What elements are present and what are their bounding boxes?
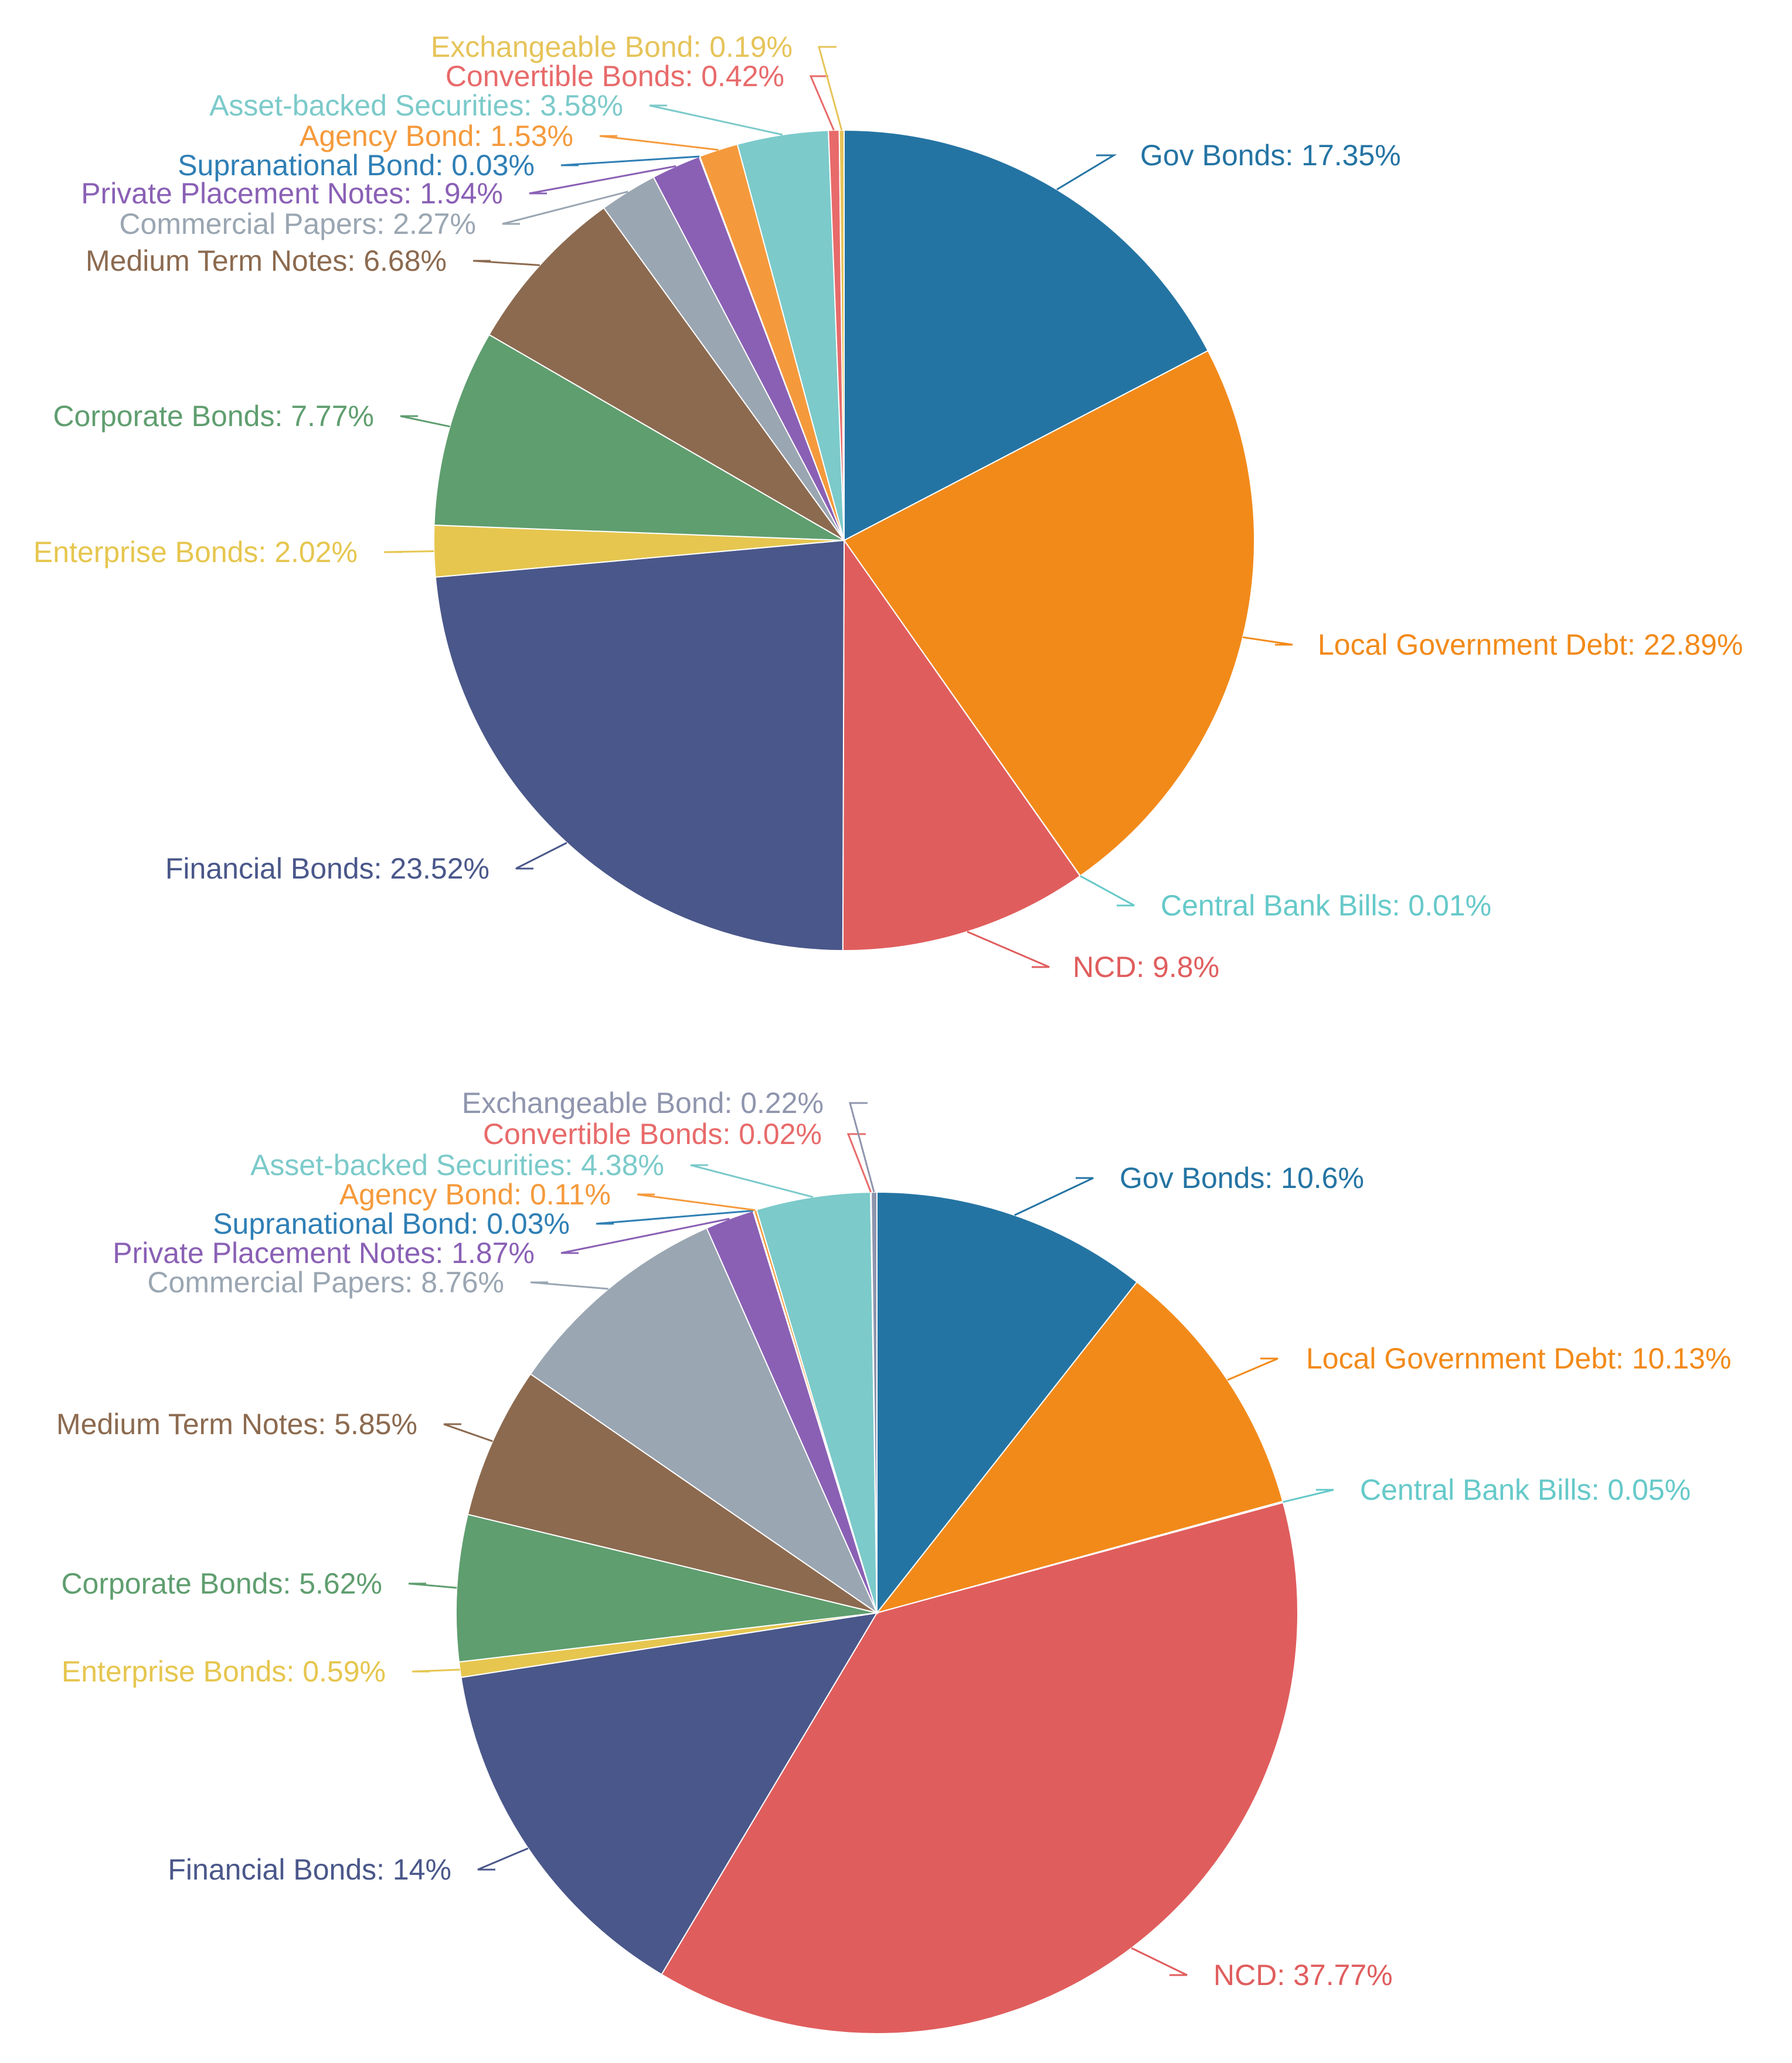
slice-label-enterprise-bonds: Enterprise Bonds: 0.59% (62, 1655, 386, 1688)
slice-label-exchangeable-bond: Exchangeable Bond: 0.19% (431, 30, 793, 63)
leader-line-financial-bonds (515, 842, 567, 870)
leader-line-exchangeable-bond (818, 46, 843, 131)
pie-chart-1: Gov Bonds: 17.35% Local Government Debt: … (33, 30, 1743, 983)
slice-label-exchangeable-bond: Exchangeable Bond: 0.22% (462, 1087, 824, 1119)
pie-slice-ncd (661, 1502, 1298, 2034)
slice-label-commercial-papers: Commercial Papers: 2.27% (119, 207, 476, 240)
slice-label-central-bank-bills: Central Bank Bills: 0.01% (1161, 889, 1491, 922)
leader-line-central-bank-bills (1283, 1489, 1334, 1503)
slice-label-supranational-bond: Supranational Bond: 0.03% (213, 1207, 570, 1240)
slice-label-convertible-bonds: Convertible Bonds: 0.42% (446, 60, 784, 93)
leader-line-commercial-papers (502, 190, 628, 225)
leader-line-corporate-bonds (408, 1582, 457, 1589)
slice-label-private-placement-notes: Private Placement Notes: 1.87% (113, 1237, 535, 1269)
slice-label-commercial-papers: Commercial Papers: 8.76% (147, 1266, 504, 1299)
slice-label-medium-term-notes: Medium Term Notes: 5.85% (56, 1408, 417, 1441)
slice-label-ncd: NCD: 9.8% (1073, 951, 1219, 983)
slice-label-financial-bonds: Financial Bonds: 14% (168, 1853, 451, 1886)
leader-line-gov-bonds (1014, 1177, 1094, 1216)
pie-slice-financial-bonds (460, 1612, 878, 1976)
leader-line-exchangeable-bond (849, 1102, 875, 1193)
slice-label-supranational-bond: Supranational Bond: 0.03% (178, 149, 535, 182)
leader-line-private-placement-notes (529, 165, 676, 195)
slice-label-financial-bonds: Financial Bonds: 23.52% (165, 852, 489, 885)
pie-slice-medium-term-notes (467, 1373, 878, 1613)
pie-slice-financial-bonds (434, 539, 845, 952)
leader-line-local-government-debt (1227, 1357, 1278, 1381)
slice-label-enterprise-bonds: Enterprise Bonds: 2.02% (33, 536, 358, 568)
leader-line-gov-bonds (1056, 154, 1117, 190)
leader-line-supranational-bond (596, 1210, 754, 1225)
leader-line-agency-bond (599, 135, 719, 151)
leader-line-asset-backed-securities (690, 1164, 814, 1198)
pie-slice-asset-backed-securities (756, 1191, 878, 1613)
slice-label-gov-bonds: Gov Bonds: 10.6% (1120, 1162, 1364, 1194)
pie-slice-gov-bonds (876, 1191, 1138, 1615)
leader-line-medium-term-notes (443, 1423, 493, 1442)
leader-line-enterprise-bonds (383, 550, 434, 553)
slice-label-corporate-bonds: Corporate Bonds: 7.77% (53, 400, 374, 433)
leader-line-commercial-papers (530, 1281, 609, 1290)
leader-line-convertible-bonds (846, 1133, 872, 1193)
leader-line-supranational-bond (560, 155, 700, 166)
slice-label-central-bank-bills: Central Bank Bills: 0.05% (1360, 1473, 1691, 1506)
leader-line-ncd (1131, 1947, 1188, 1976)
leader-line-central-bank-bills (1079, 875, 1135, 907)
leader-line-agency-bond (637, 1193, 756, 1211)
slice-label-agency-bond: Agency Bond: 0.11% (339, 1178, 611, 1211)
pie-slice-exchangeable-bond (871, 1191, 878, 1613)
leader-line-convertible-bonds (809, 75, 835, 131)
pie-slice-exchangeable-bond (838, 129, 845, 541)
slice-label-gov-bonds: Gov Bonds: 17.35% (1140, 139, 1401, 172)
slice-label-asset-backed-securities: Asset-backed Securities: 4.38% (250, 1149, 664, 1182)
pie-slice-local-government-debt (875, 1281, 1284, 1614)
leader-line-asset-backed-securities (649, 104, 783, 136)
slice-label-local-government-debt: Local Government Debt: 10.13% (1306, 1342, 1731, 1375)
slice-label-convertible-bonds: Convertible Bonds: 0.02% (483, 1118, 822, 1150)
slice-label-medium-term-notes: Medium Term Notes: 6.68% (86, 244, 447, 277)
pie-slice-local-government-debt (843, 349, 1255, 877)
leader-line-local-government-debt (1242, 636, 1293, 646)
leader-line-medium-term-notes (472, 260, 540, 266)
leader-line-enterprise-bonds (412, 1669, 460, 1673)
pie-slice-gov-bonds (844, 129, 1209, 542)
leader-line-ncd (967, 931, 1050, 968)
leader-line-financial-bonds (477, 1847, 529, 1871)
leader-line-private-placement-notes (560, 1218, 730, 1254)
slice-label-local-government-debt: Local Government Debt: 22.89% (1318, 628, 1743, 661)
pie-chart-2: Gov Bonds: 10.6% Local Government Debt: 1… (56, 1087, 1731, 2034)
slice-label-asset-backed-securities: Asset-backed Securities: 3.58% (209, 89, 623, 122)
slice-label-private-placement-notes: Private Placement Notes: 1.94% (81, 177, 503, 210)
leader-line-corporate-bonds (400, 415, 450, 428)
slice-label-ncd: NCD: 37.77% (1213, 1959, 1393, 1991)
slice-label-agency-bond: Agency Bond: 1.53% (300, 120, 573, 152)
slice-label-corporate-bonds: Corporate Bonds: 5.62% (61, 1567, 382, 1600)
